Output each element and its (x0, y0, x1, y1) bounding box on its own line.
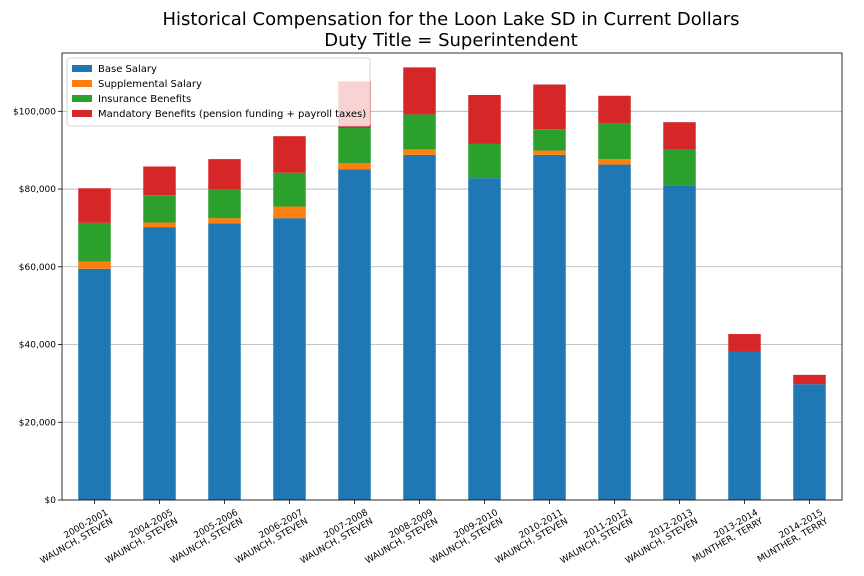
y-axis-ticks: $0 $20,000 $40,000 $60,000 $80,000 $100,000 (13, 107, 62, 506)
bar-segment (78, 268, 111, 500)
bar-segment (403, 114, 436, 150)
bar-segment (663, 122, 696, 150)
y-tick-label: $40,000 (19, 341, 56, 351)
bar-segment (533, 154, 566, 500)
bar-segment (468, 178, 501, 500)
bar-segment (78, 261, 111, 269)
bar-segment (598, 164, 631, 500)
bars (78, 67, 826, 501)
bar-segment (78, 188, 111, 223)
y-tick-label: $0 (45, 496, 57, 506)
legend: Base Salary Supplemental Salary Insurance … (66, 57, 371, 127)
legend-label: Supplemental Salary (98, 79, 202, 90)
bar-segment (533, 129, 566, 151)
bar-segment (273, 206, 306, 219)
bar-segment (663, 149, 696, 186)
x-tick-label: 2014-2015MUNTHER, TERRY (751, 508, 830, 565)
bar-segment (338, 169, 371, 500)
grid-lines (62, 110, 842, 501)
bar-segment (403, 67, 436, 115)
bar-segment (143, 195, 176, 223)
bar-segment (793, 374, 826, 385)
axes (61, 52, 843, 501)
legend-swatch (72, 95, 92, 102)
legend-label: Base Salary (98, 64, 157, 75)
chart-subtitle: Duty Title = Superintendent (324, 30, 577, 51)
y-tick-label: $20,000 (19, 418, 56, 428)
legend-label: Insurance Benefits (98, 94, 191, 105)
bar-segment (598, 159, 631, 165)
bar-segment (78, 222, 111, 262)
y-tick-label: $100,000 (13, 107, 56, 117)
bar-segment (208, 159, 241, 190)
x-tick-label: 2012-2013WAUNCH, STEVEN (619, 508, 700, 566)
legend-swatch (72, 110, 92, 117)
bar-segment (208, 218, 241, 224)
bar-segment (273, 172, 306, 207)
bar-segment (468, 94, 501, 144)
plot-frame (61, 52, 843, 501)
bar-segment (728, 334, 761, 352)
legend-swatch (72, 80, 92, 87)
bar-segment (273, 136, 306, 173)
legend-label: Mandatory Benefits (pension funding + pa… (98, 109, 366, 120)
bar-segment (533, 84, 566, 130)
bar-segment (403, 154, 436, 500)
bar-segment (143, 227, 176, 500)
chart-title: Historical Compensation for the Loon Lak… (162, 9, 739, 30)
bar-segment (208, 223, 241, 500)
bar-segment (273, 218, 306, 500)
bar-segment (338, 163, 371, 170)
bar-segment (663, 185, 696, 501)
bar-segment (598, 122, 631, 160)
y-tick-label: $60,000 (19, 263, 56, 273)
x-tick-label: 2013-2014MUNTHER, TERRY (686, 508, 765, 565)
legend-swatch (72, 65, 92, 72)
bar-segment (338, 128, 371, 164)
bar-segment (403, 149, 436, 155)
bar-segment (143, 222, 176, 228)
bar-segment (468, 143, 501, 179)
x-axis-ticks: 2000-2001WAUNCH, STEVEN 2004-2005WAUNCH, … (39, 500, 830, 566)
bar-segment (793, 384, 826, 500)
bar-segment (533, 150, 566, 155)
legend-box (66, 57, 371, 127)
bar-segment (208, 189, 241, 219)
bar-segment (728, 351, 761, 500)
bar-segment (143, 166, 176, 196)
y-tick-label: $80,000 (19, 185, 56, 195)
bar-segment (598, 95, 631, 123)
